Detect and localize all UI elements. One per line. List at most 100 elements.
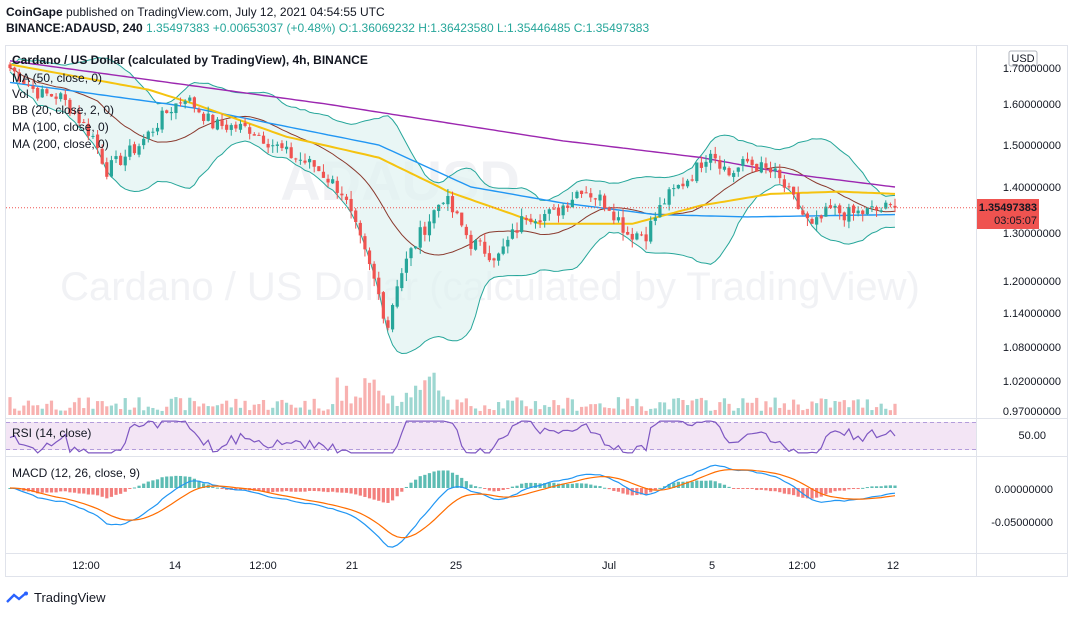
macd-histogram-bar: [54, 488, 58, 493]
macd-histogram-bar: [437, 470, 441, 488]
volume-bar: [381, 395, 385, 415]
volume-bar: [308, 409, 312, 415]
macd-histogram-bar: [105, 488, 109, 499]
macd-histogram-bar: [861, 487, 865, 489]
candle-body: [745, 158, 750, 162]
candle-body: [838, 205, 842, 214]
candle-body: [478, 240, 482, 242]
candle-body: [280, 143, 284, 149]
candle-body: [86, 123, 90, 136]
volume-bar: [778, 407, 782, 415]
candle-body: [54, 96, 58, 99]
volume-bar: [612, 408, 616, 415]
candle-body: [630, 233, 634, 240]
macd-histogram-bar: [155, 479, 160, 488]
candle-body: [685, 180, 690, 187]
candle-body: [782, 179, 786, 188]
candle-body: [570, 199, 574, 208]
macd-axis-tick-1: -0.05000000: [991, 517, 1053, 529]
macd-histogram-bar: [579, 483, 584, 488]
volume-bar: [847, 407, 851, 415]
macd-histogram-bar: [372, 488, 376, 500]
macd-histogram-bar: [736, 488, 740, 489]
volume-bar: [437, 390, 441, 415]
price-change-pre: 1.35497383: [146, 21, 213, 35]
volume-bar: [464, 398, 468, 415]
candle-body: [621, 217, 625, 233]
volume-bar: [266, 409, 270, 415]
candle-body: [257, 134, 261, 136]
candle-body: [538, 220, 542, 223]
volume-bar: [579, 406, 584, 415]
candle-body: [119, 155, 123, 165]
candle-body: [455, 211, 459, 214]
volume-bar: [768, 407, 773, 415]
price-axis-tick: 1.30000000: [1003, 228, 1061, 240]
macd-histogram-bar: [764, 488, 768, 491]
macd-axis-tick-0: 0.00000000: [995, 484, 1053, 496]
volume-bar: [713, 409, 717, 415]
volume-bar: [31, 405, 35, 415]
volume-bar: [879, 403, 883, 415]
macd-histogram-bar: [607, 488, 611, 490]
macd-histogram-bar: [36, 488, 40, 494]
candle-body: [888, 204, 892, 206]
volume-bar: [884, 408, 888, 415]
candle-body: [132, 144, 137, 154]
candle-body: [418, 227, 422, 248]
macd-histogram-bar: [49, 488, 54, 493]
candle-body: [308, 158, 312, 163]
macd-histogram-bar: [566, 484, 570, 488]
volume-bar: [662, 402, 667, 415]
volume-bar: [100, 401, 104, 415]
volume-bar: [556, 405, 561, 415]
volume-bar: [543, 405, 547, 415]
volume-bar: [372, 379, 376, 415]
volume-bar: [510, 400, 515, 415]
volume-bar: [824, 399, 828, 415]
macd-histogram-bar: [492, 488, 496, 492]
macd-histogram-bar: [95, 488, 100, 496]
volume-bar: [607, 408, 611, 415]
volume-bar: [520, 400, 524, 415]
macd-histogram-bar: [805, 488, 810, 499]
volume-bar: [533, 401, 538, 415]
macd-histogram-bar: [77, 488, 81, 494]
macd-histogram-bar: [404, 486, 409, 488]
macd-histogram-bar: [690, 481, 694, 488]
macd-histogram-bar: [72, 488, 77, 493]
tradingview-logo[interactable]: TradingView: [6, 590, 106, 605]
candle-body: [755, 163, 759, 172]
macd-histogram-bar: [732, 488, 736, 489]
macd-histogram-bar: [119, 488, 123, 494]
volume-bars: [8, 372, 897, 415]
volume-bar: [160, 410, 164, 415]
volume-bar: [68, 407, 72, 415]
candle-body: [644, 234, 648, 242]
time-tick: 21: [346, 560, 358, 572]
macd-histogram-bar: [796, 488, 800, 497]
candle-body: [22, 79, 26, 84]
macd-histogram-bar: [432, 471, 436, 488]
candle-body: [713, 153, 717, 159]
volume-bar: [593, 404, 597, 415]
signal-line: [9, 469, 896, 539]
macd-histogram-bar: [833, 488, 837, 492]
candle-body: [764, 163, 768, 168]
volume-bar: [801, 410, 805, 415]
currency-badge[interactable]: [1008, 50, 1038, 67]
volume-bar: [215, 405, 220, 415]
volume-bar: [815, 403, 819, 415]
candle-body: [603, 195, 607, 209]
candle-body: [639, 234, 644, 236]
volume-bar: [165, 406, 169, 415]
macd-histogram-bar: [211, 486, 215, 488]
candle-body: [409, 248, 413, 259]
macd-histogram-bar: [197, 480, 201, 488]
macd-histogram-bar: [713, 481, 717, 488]
volume-bar: [704, 400, 708, 415]
candle-body: [529, 218, 533, 223]
publish-text: published on TradingView.com, July 12, 2…: [66, 5, 385, 19]
candle-body: [750, 159, 754, 166]
